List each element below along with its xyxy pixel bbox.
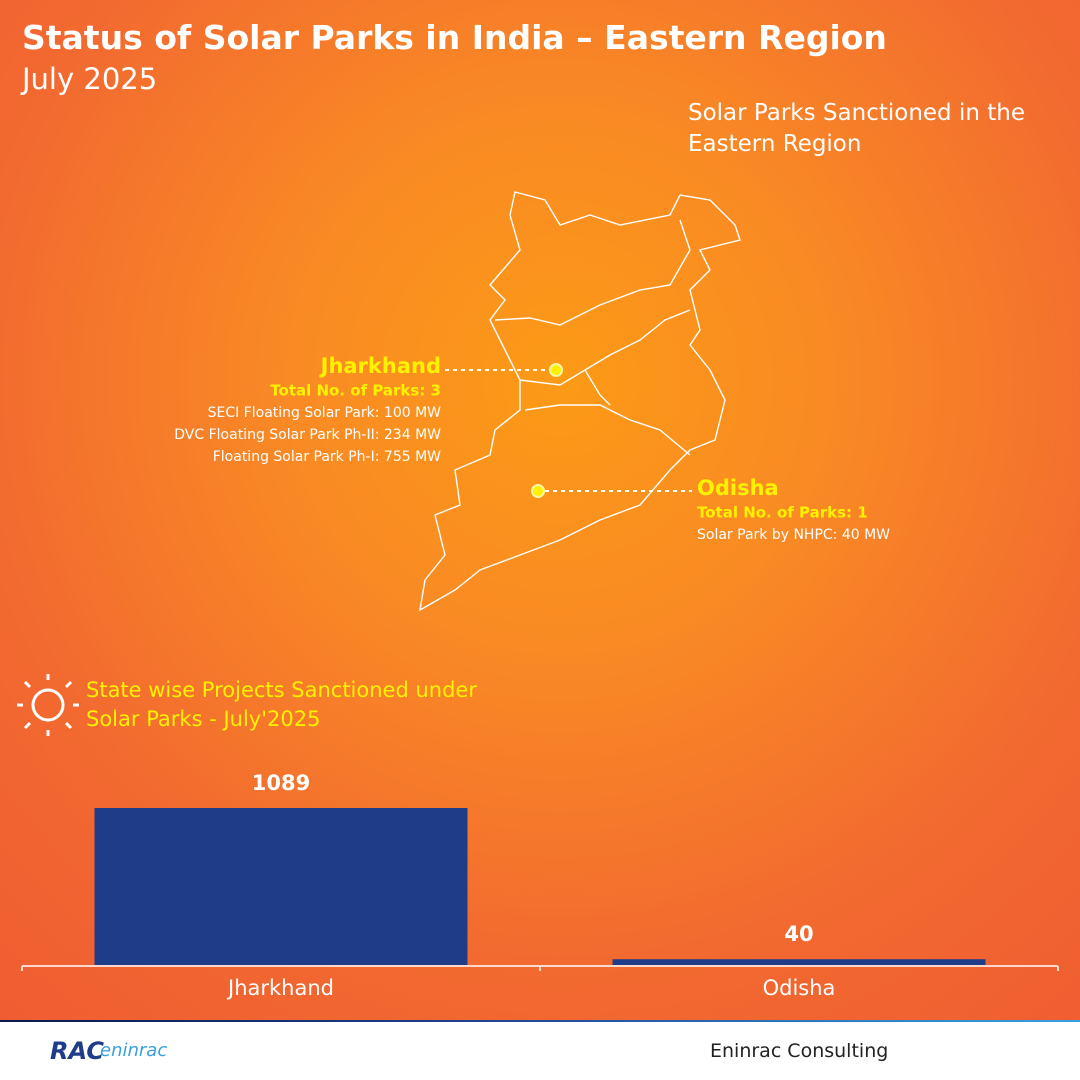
bar [612, 959, 986, 965]
map-outline [419, 191, 741, 612]
state-parks: Total No. of Parks: 3 [270, 382, 441, 400]
state-name: Odisha [697, 476, 779, 500]
sun-icon [17, 674, 79, 736]
logo-sub: eninrac [100, 1040, 168, 1061]
state-project: Floating Solar Park Ph-I: 755 MW [213, 449, 441, 465]
footer [0, 1022, 1080, 1080]
value-label: 1089 [252, 771, 310, 795]
state-project: Solar Park by NHPC: 40 MW [697, 527, 890, 543]
map-title: Solar Parks Sanctioned in the Eastern Re… [688, 100, 1025, 157]
state-dot [531, 484, 545, 498]
title: Status of Solar Parks in India – Eastern… [22, 18, 887, 57]
value-label: 40 [784, 922, 813, 946]
state-project: SECI Floating Solar Park: 100 MW [208, 405, 442, 421]
bar [94, 808, 468, 965]
logo: RAC [50, 1037, 104, 1065]
state-parks: Total No. of Parks: 1 [697, 504, 868, 522]
x-tick-label: Odisha [763, 976, 836, 1000]
state-project: DVC Floating Solar Park Ph-II: 234 MW [174, 427, 441, 443]
subtitle: July 2025 [22, 62, 158, 96]
company: Eninrac Consulting [710, 1040, 889, 1062]
chart-title: State wise Projects Sanctioned under Sol… [86, 678, 477, 731]
state-dot [549, 363, 563, 377]
x-tick-label: Jharkhand [226, 976, 334, 1000]
state-name: Jharkhand [319, 354, 441, 378]
